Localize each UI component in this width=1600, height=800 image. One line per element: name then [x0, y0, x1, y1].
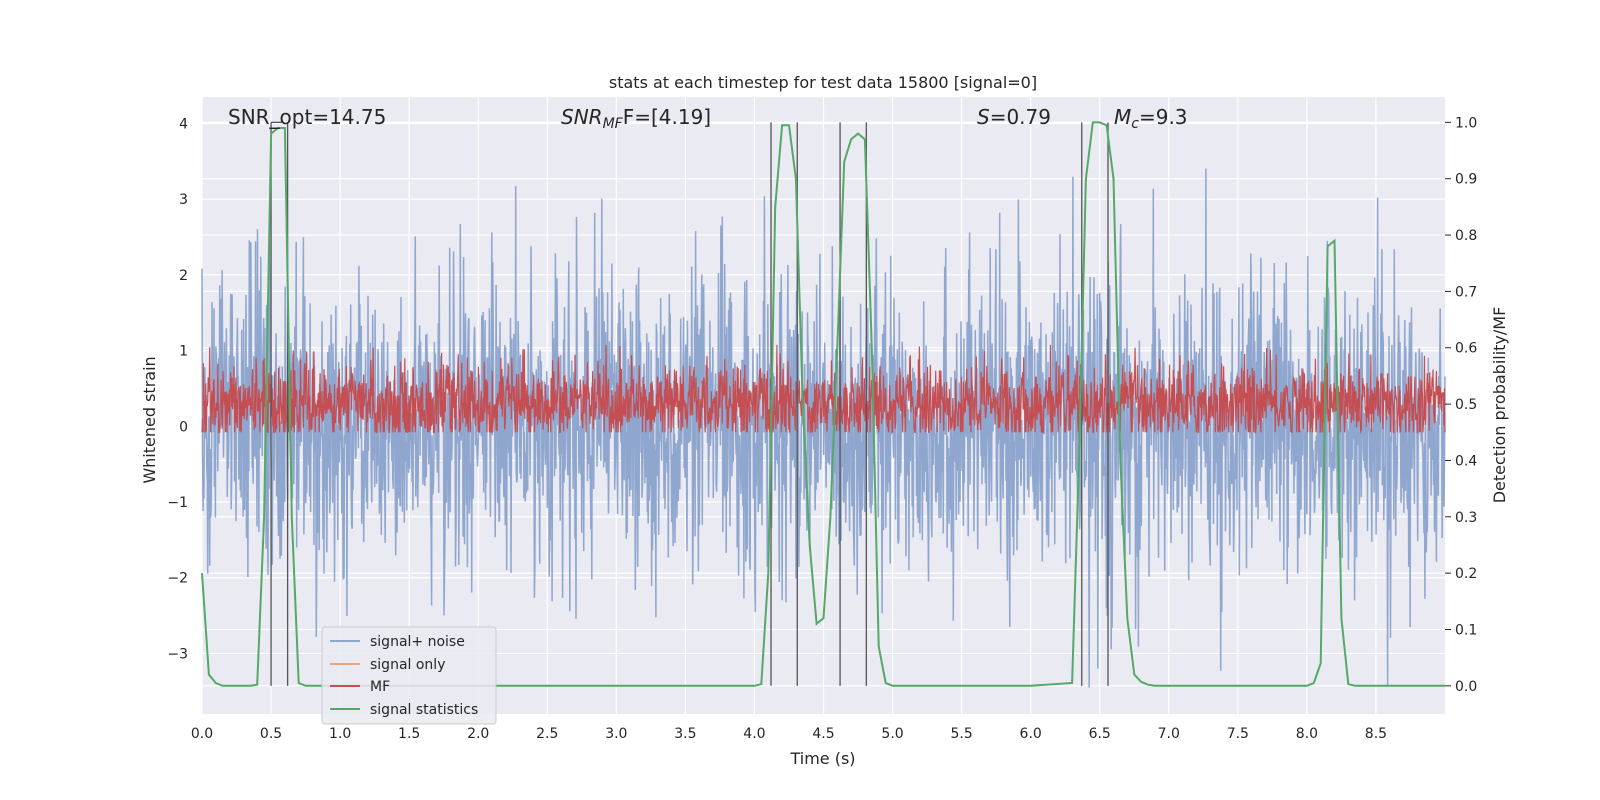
annotation-mc-value: =9.3 — [1139, 105, 1188, 129]
x-tick-label: 0.5 — [260, 726, 282, 742]
annotation-s-main: S — [977, 105, 990, 129]
y-right-tick-label: 0.8 — [1455, 228, 1477, 244]
y-right-axis-label: Detection probability/MF — [1490, 307, 1509, 504]
legend: signal+ noise signal only MF signal stat… — [321, 626, 497, 725]
mf-series — [201, 344, 1446, 434]
y-right-tick-label: 0.4 — [1455, 453, 1477, 469]
y-right-tick-label: 0.0 — [1455, 679, 1477, 695]
x-tick-label: 0.0 — [191, 726, 213, 742]
x-tick-label: 4.0 — [743, 726, 765, 742]
y-right-tick-labels: 1.0 0.9 0.8 0.7 0.6 0.5 0.4 0.3 0.2 0.1 0.0 — [1445, 115, 1477, 695]
y-tick-label: −3 — [167, 646, 188, 662]
signal-statistics-series — [201, 121, 1445, 687]
annotation-mc-main: M — [1114, 105, 1131, 129]
annotation-snr-opt: SNR_opt=14.75 — [228, 105, 386, 129]
x-tick-label: 1.5 — [398, 726, 420, 742]
y-right-tick-label: 0.3 — [1455, 510, 1477, 526]
y-tick-label: 2 — [179, 268, 188, 284]
annotation-s: S=0.79 — [977, 105, 1051, 129]
legend-label-signal-statistics: signal statistics — [370, 702, 478, 718]
annotation-s-value: =0.79 — [990, 105, 1051, 129]
legend-box — [321, 626, 497, 725]
x-tick-label: 5.5 — [950, 726, 972, 742]
x-tick-label: 8.0 — [1296, 726, 1318, 742]
x-tick-label: 7.5 — [1227, 726, 1249, 742]
x-tick-label: 6.5 — [1089, 726, 1111, 742]
x-tick-label: 3.5 — [674, 726, 696, 742]
y-right-tick-label: 0.9 — [1455, 172, 1477, 188]
y-tick-label: 1 — [179, 344, 188, 360]
y-axis-label: Whitened strain — [140, 356, 159, 483]
annotation-mc: Mc=9.3 — [1114, 105, 1188, 132]
x-tick-label: 5.0 — [881, 726, 903, 742]
signal-statistics-line — [201, 121, 1445, 687]
y-right-tick-label: 0.6 — [1455, 341, 1477, 357]
y-right-tick-label: 0.5 — [1455, 397, 1477, 413]
annotation-snr-mf-main: SNR — [561, 105, 603, 129]
legend-label-signal-only: signal only — [370, 657, 445, 673]
x-axis-label: Time (s) — [789, 749, 855, 768]
chart-title: stats at each timestep for test data 158… — [609, 73, 1037, 92]
y-tick-label: −2 — [167, 571, 188, 587]
x-tick-label: 2.0 — [467, 726, 489, 742]
y-right-tick-label: 0.7 — [1455, 284, 1477, 300]
mf-line — [201, 344, 1446, 434]
annotation-snr-mf-sub: MF — [603, 116, 624, 132]
y-tick-label: −1 — [167, 495, 188, 511]
x-tick-label: 6.0 — [1020, 726, 1042, 742]
x-tick-label: 8.5 — [1365, 726, 1387, 742]
annotation-mc-sub: c — [1131, 116, 1139, 132]
x-tick-label: 3.0 — [605, 726, 627, 742]
x-tick-label: 1.0 — [329, 726, 351, 742]
annotation-snr-mf-value: F=[4.19] — [623, 105, 711, 129]
x-tick-labels: 0.0 0.5 1.0 1.5 2.0 2.5 3.0 3.5 4.0 4.5 5.0 5.5 6.0 6… — [191, 726, 1387, 742]
y-right-tick-label: 1.0 — [1455, 115, 1477, 131]
legend-label-mf: MF — [370, 679, 390, 695]
annotation-snr-mf: SNRMFF=[4.19] — [561, 105, 711, 132]
y-tick-label: 3 — [179, 192, 188, 208]
x-tick-label: 2.5 — [536, 726, 558, 742]
y-right-tick-label: 0.2 — [1455, 566, 1477, 582]
y-tick-labels: 4 3 2 1 0 −1 −2 −3 — [167, 116, 188, 662]
y-tick-label: 4 — [179, 116, 188, 132]
y-tick-label: 0 — [179, 419, 188, 435]
x-tick-label: 4.5 — [812, 726, 834, 742]
x-tick-label: 7.0 — [1158, 726, 1180, 742]
y-right-tick-label: 0.1 — [1455, 622, 1477, 638]
legend-label-signal-noise: signal+ noise — [370, 634, 465, 650]
